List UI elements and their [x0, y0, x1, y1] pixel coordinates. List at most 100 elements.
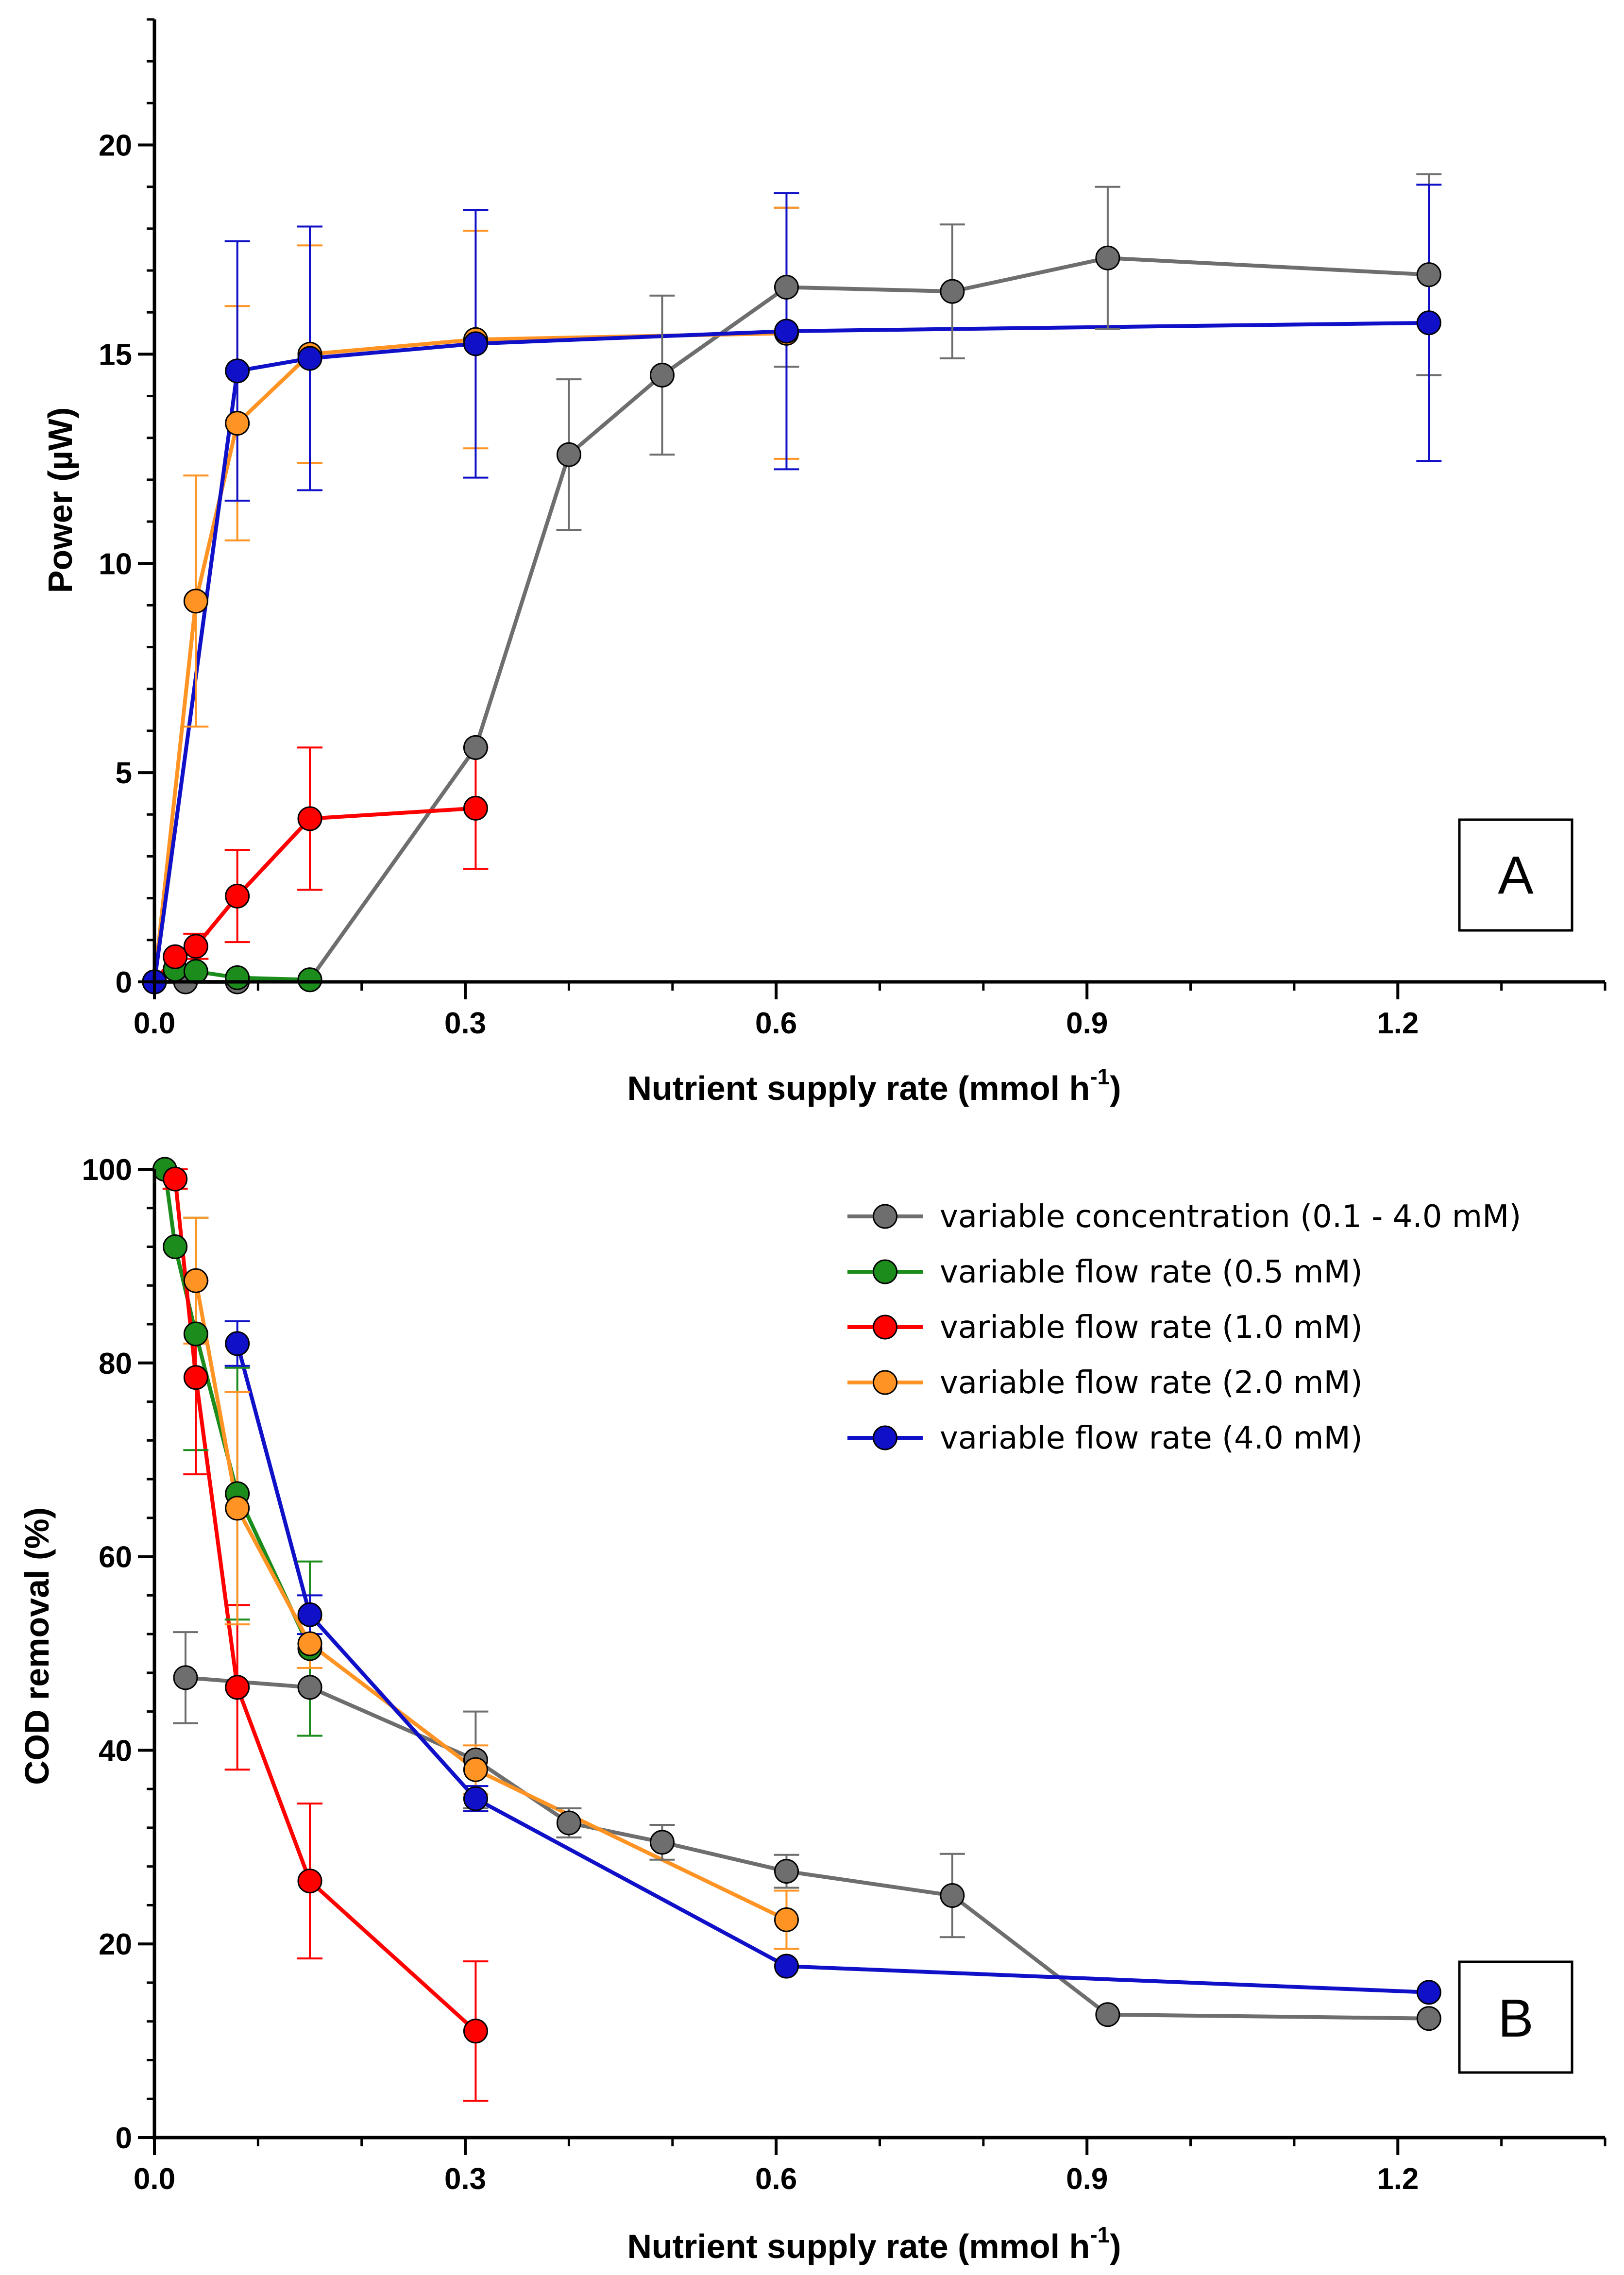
panel-a-x-tick-label: 0.6: [755, 1007, 797, 1040]
panel-a-series-line-orange: [152, 331, 787, 982]
legend-label: variable flow rate (2.0 mM): [940, 1365, 1363, 1401]
panel-b-point-grey: [297, 1675, 322, 1700]
panel-a-axes: 0 5 10 15 20 0.0 0.3 0.6 0.9 1.2: [99, 18, 1607, 1040]
panel-a-point-blue: [463, 331, 488, 356]
panel-b-point-blue: [225, 1331, 250, 1356]
panel-a-point-orange: [225, 411, 250, 436]
legend-item-red: variable flow rate (1.0 mM): [847, 1310, 1363, 1346]
panel-a-point-green: [183, 959, 208, 984]
panel-b-point-grey: [1416, 2006, 1441, 2031]
panel-b-point-red: [163, 1166, 188, 1192]
panel-a-point-blue: [297, 346, 322, 371]
panel-a-label: A: [1498, 845, 1534, 905]
panel-a-point-green: [225, 965, 250, 990]
panel-a-x-tick-label: 0.9: [1066, 1007, 1108, 1040]
panel-b-label: B: [1498, 1989, 1533, 2048]
panel-a-point-green: [297, 967, 322, 993]
panel-a-point-grey: [940, 279, 965, 304]
panel-b-series-line-orange: [194, 1280, 788, 1921]
legend-label: variable flow rate (1.0 mM): [940, 1310, 1363, 1346]
panel-b-point-orange: [225, 1496, 250, 1521]
panel-b-x-tick-label: 0.6: [755, 2162, 797, 2196]
panel-a-y-tick-label: 15: [99, 338, 132, 371]
legend: variable concentration (0.1 - 4.0 mM) var…: [847, 1199, 1521, 1456]
panel-b-x-tick-label: 1.2: [1377, 2162, 1419, 2196]
legend-label: variable flow rate (4.0 mM): [940, 1420, 1363, 1456]
panel-b-y-tick-label: 0: [116, 2122, 132, 2155]
legend-item-grey: variable concentration (0.1 - 4.0 mM): [847, 1199, 1521, 1235]
panel-a-point-grey: [649, 362, 675, 388]
panel-b-point-orange: [297, 1631, 322, 1656]
panel-a-point-red: [225, 883, 250, 909]
panel-a-y-tick-label: 20: [99, 129, 132, 163]
panel-b-point-grey: [556, 1810, 581, 1836]
panel-a-point-red: [163, 944, 188, 969]
panel-b-point-blue: [1416, 1980, 1441, 2005]
panel-b-x-tick-label: 0.3: [444, 2162, 486, 2196]
panel-b-point-red: [225, 1675, 250, 1700]
panel-b-labels: Nutrient supply rate (mmol h-1) COD remo…: [18, 1507, 1573, 2265]
legend-item-blue: variable flow rate (4.0 mM): [847, 1420, 1363, 1456]
panel-b-point-grey: [1095, 2002, 1120, 2027]
legend-swatch-marker: [873, 1314, 897, 1340]
panel-a-series: [142, 173, 1442, 994]
panel-a-point-red: [297, 806, 322, 831]
panel-b-x-axis-title: Nutrient supply rate (mmol h-1): [627, 2222, 1121, 2265]
panel-b-point-red: [297, 1869, 322, 1894]
panel-b-point-orange: [183, 1268, 208, 1293]
panel-a-point-blue: [225, 358, 250, 384]
panel-a-point-grey: [774, 275, 799, 300]
panel-b-axes: 0 20 40 60 80 100 0.0 0.3 0.6 0.9 1.2: [82, 1153, 1607, 2196]
panel-a-y-tick-label: 5: [116, 757, 132, 790]
panel-b: 0 20 40 60 80 100 0.0 0.3 0.6 0.9 1.2 Nutrient sup…: [18, 1153, 1607, 2265]
legend-item-green: variable flow rate (0.5 mM): [847, 1254, 1363, 1290]
panel-b-point-red: [183, 1365, 208, 1390]
panel-b-y-tick-label: 80: [99, 1347, 132, 1381]
panel-b-point-grey: [774, 1859, 799, 1884]
panel-a-x-tick-label: 1.2: [1377, 1007, 1419, 1040]
panel-b-y-axis-title: COD removal (%): [18, 1507, 56, 1785]
panel-a-point-grey: [556, 442, 581, 467]
panel-a: 0 5 10 15 20 0.0 0.3 0.6 0.9 1.2 Nutrient supply …: [41, 18, 1607, 1107]
panel-a-x-tick-label: 0.0: [134, 1007, 175, 1040]
panel-a-series-line-blue: [152, 320, 1429, 982]
panel-b-point-green: [163, 1234, 188, 1260]
panel-a-point-orange: [183, 589, 208, 614]
panel-a-label-box: A: [1458, 818, 1573, 932]
panel-b-x-tick-label: 0.0: [134, 2162, 175, 2196]
panel-a-x-axis-title: Nutrient supply rate (mmol h-1): [627, 1064, 1121, 1107]
panel-b-y-tick-label: 100: [82, 1153, 132, 1187]
panel-a-point-grey: [463, 735, 488, 760]
panel-b-y-tick-label: 40: [99, 1734, 132, 1768]
panel-b-series-line-red: [173, 1179, 477, 2033]
panel-a-point-red: [463, 795, 488, 821]
panel-b-point-grey: [649, 1830, 675, 1855]
panel-a-x-tick-label: 0.3: [444, 1007, 486, 1040]
panel-a-labels: Nutrient supply rate (mmol h-1) Power (µ…: [41, 407, 1573, 1107]
panel-b-point-blue: [774, 1954, 799, 1979]
panel-a-point-grey: [1416, 262, 1441, 287]
panel-b-point-blue: [463, 1786, 488, 1811]
panel-b-point-blue: [297, 1602, 322, 1627]
panel-a-point-grey: [1095, 245, 1120, 270]
panel-b-series: [152, 1157, 1441, 2102]
panel-b-label-box: B: [1458, 1960, 1573, 2074]
panel-b-point-green: [183, 1321, 208, 1347]
legend-item-orange: variable flow rate (2.0 mM): [847, 1365, 1363, 1401]
panel-b-y-tick-label: 60: [99, 1541, 132, 1574]
legend-swatch-marker: [873, 1259, 897, 1284]
legend-swatch-marker: [873, 1425, 897, 1450]
panel-b-y-tick-label: 20: [99, 1928, 132, 1961]
panel-b-point-grey: [173, 1665, 198, 1690]
legend-label: variable flow rate (0.5 mM): [940, 1254, 1363, 1290]
legend-label: variable concentration (0.1 - 4.0 mM): [940, 1199, 1521, 1235]
panel-b-point-red: [463, 2019, 488, 2044]
panel-b-point-orange: [774, 1907, 799, 1932]
panel-b-x-tick-label: 0.9: [1066, 2162, 1108, 2196]
panel-b-point-orange: [463, 1757, 488, 1782]
panel-a-y-tick-label: 0: [116, 966, 132, 999]
panel-a-point-blue: [774, 319, 799, 344]
legend-swatch-marker: [873, 1204, 897, 1229]
panel-a-y-tick-label: 10: [99, 547, 132, 581]
